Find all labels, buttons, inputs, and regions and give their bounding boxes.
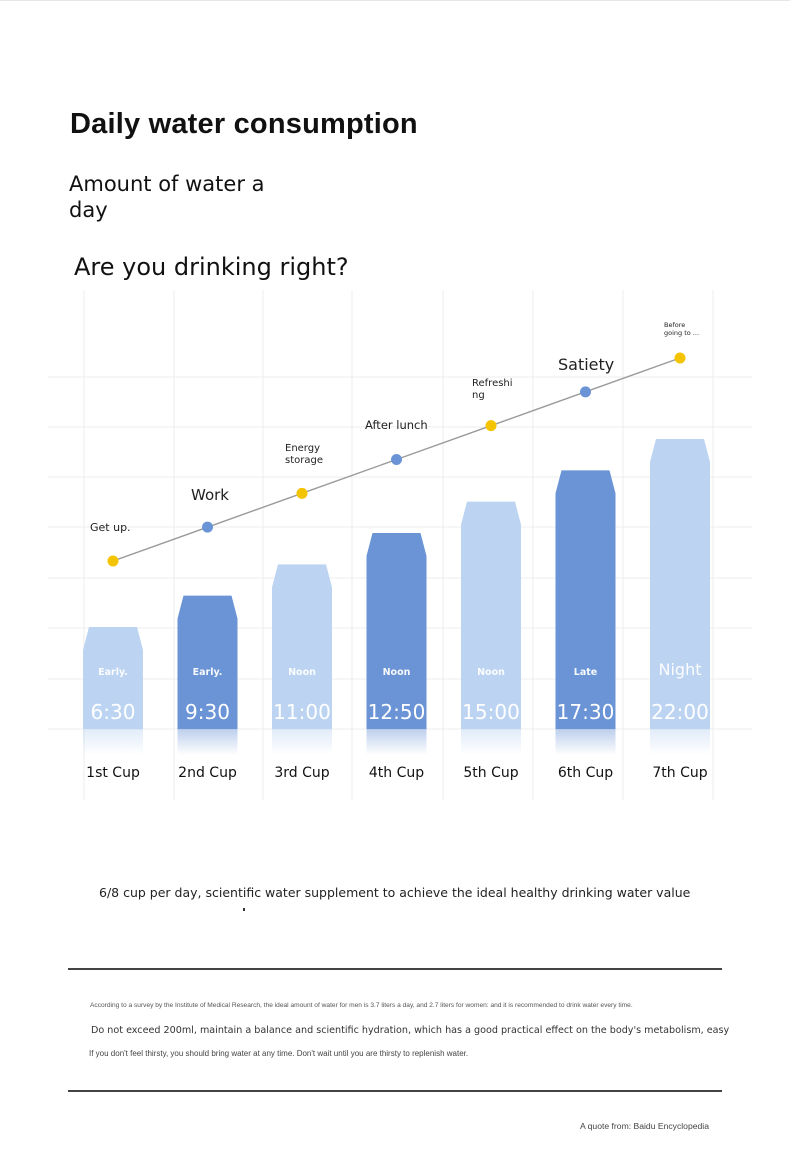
category-tick-label: 5th Cup xyxy=(463,765,518,781)
top-divider xyxy=(0,0,790,1)
bar-time-label: 17:30 xyxy=(557,700,615,724)
bar-3 xyxy=(272,564,332,729)
bar-reflection xyxy=(366,729,427,755)
category-tick-label: 3rd Cup xyxy=(274,765,329,781)
page-title: Daily water consumption xyxy=(70,108,418,140)
note-tip: If you don't feel thirsty, you should br… xyxy=(89,1049,469,1058)
bar-4 xyxy=(366,533,427,729)
bar-2 xyxy=(177,595,238,729)
bar-period-label: Late xyxy=(574,667,597,678)
bar-time-label: 22:00 xyxy=(651,700,709,724)
bar-time-label: 11:00 xyxy=(273,700,331,724)
bar-period-label: Night xyxy=(659,660,702,679)
note-survey: According to a survey by the Institute o… xyxy=(90,1002,633,1009)
category-tick-label: 7th Cup xyxy=(652,765,707,781)
bar-reflection xyxy=(555,729,616,755)
trend-marker xyxy=(485,420,497,432)
trend-marker xyxy=(391,454,402,465)
trend-marker xyxy=(580,386,591,398)
note-advice: Do not exceed 200ml, maintain a balance … xyxy=(91,1025,730,1036)
bar-period-label: Noon xyxy=(288,667,316,678)
bar-time-label: 6:30 xyxy=(91,700,136,724)
bar-5 xyxy=(461,501,521,729)
notes-bottom-divider xyxy=(68,1090,722,1092)
chart-question: Are you drinking right? xyxy=(74,253,349,281)
trend-point-label: Before going to ... xyxy=(664,321,699,337)
notes-top-divider xyxy=(68,968,722,970)
bar-reflection xyxy=(461,729,521,755)
trend-point-label: Get up. xyxy=(90,521,131,534)
category-tick-label: 2nd Cup xyxy=(178,765,237,781)
bar-reflection xyxy=(272,729,332,755)
bar-7 xyxy=(650,439,710,729)
trend-marker xyxy=(107,555,119,567)
bar-reflection xyxy=(83,729,143,755)
bar-time-label: 12:50 xyxy=(368,700,426,724)
bar-time-label: 15:00 xyxy=(462,700,520,724)
trend-marker xyxy=(674,352,686,364)
category-tick-label: 6th Cup xyxy=(558,765,613,781)
page-subtitle: Amount of water a day xyxy=(69,172,265,222)
bar-time-label: 9:30 xyxy=(185,700,230,724)
bar-period-label: Early. xyxy=(193,667,223,678)
trend-marker xyxy=(202,521,213,533)
bar-period-label: Noon xyxy=(477,667,505,678)
category-tick-label: 4th Cup xyxy=(369,765,424,781)
summary-text: 6/8 cup per day, scientific water supple… xyxy=(99,885,691,900)
trend-point-label: Satiety xyxy=(558,355,614,374)
trend-point-label: Work xyxy=(191,486,229,504)
category-tick-label: 1st Cup xyxy=(86,765,140,781)
bar-6 xyxy=(555,470,616,729)
trend-point-label: After lunch xyxy=(365,418,428,432)
source-citation: A quote from: Baidu Encyclopedia xyxy=(580,1121,709,1131)
trend-point-label: Refreshi ng xyxy=(472,378,513,401)
bar-period-label: Early. xyxy=(98,667,128,678)
trend-marker xyxy=(296,487,308,499)
bar-period-label: Noon xyxy=(383,667,411,678)
bar-reflection xyxy=(650,729,710,755)
trend-point-label: Energy storage xyxy=(285,443,323,466)
stray-mark xyxy=(243,908,245,911)
bar-reflection xyxy=(177,729,238,755)
bar-1 xyxy=(83,627,143,729)
